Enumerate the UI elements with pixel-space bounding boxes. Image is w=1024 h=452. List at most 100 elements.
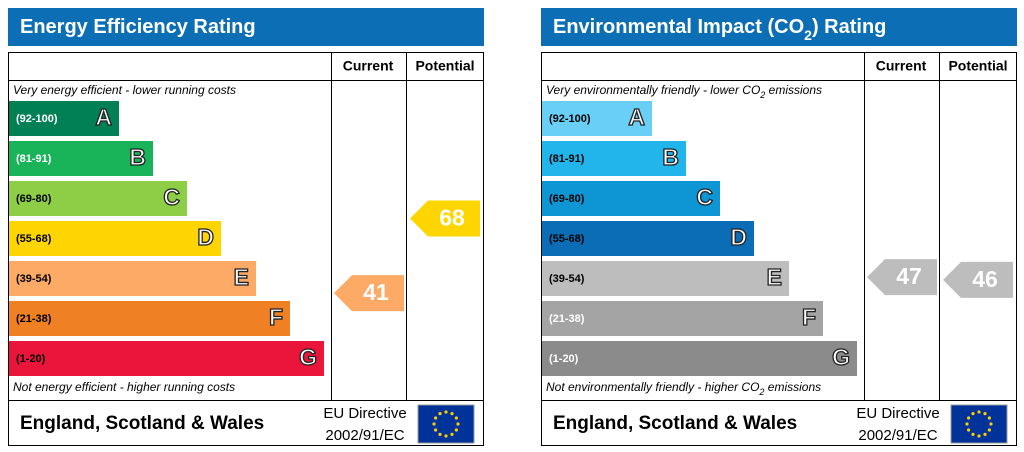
top-note-part: Very environmentally friendly - lower CO: [546, 83, 760, 97]
footer-directive: 2002/91/EC: [325, 427, 404, 444]
top-note-part: 2: [759, 90, 765, 100]
band-letter: D: [197, 224, 214, 250]
band-range: (21-38): [16, 313, 52, 325]
title-bar: [8, 8, 484, 46]
band-letter: D: [730, 224, 747, 250]
panel-title-part: Environmental Impact (CO: [553, 16, 804, 38]
footer-directive: EU Directive: [323, 405, 406, 422]
band-letter: F: [802, 304, 816, 330]
column-header: Current: [343, 58, 394, 74]
panel-title: Energy Efficiency Rating: [20, 16, 256, 38]
footer-region: England, Scotland & Wales: [553, 413, 797, 434]
band-bar: [9, 261, 256, 296]
band-bar: [9, 301, 290, 336]
band-letter: G: [299, 344, 317, 370]
band-range: (69-80): [549, 193, 585, 205]
footer-directive: 2002/91/EC: [858, 427, 937, 444]
bottom-note: Not energy efficient - higher running co…: [13, 380, 235, 394]
rating-value: 46: [972, 266, 998, 292]
band-range: (92-100): [16, 113, 58, 125]
top-note: Very energy efficient - lower running co…: [13, 83, 236, 97]
band-letter: C: [163, 184, 180, 210]
eu-star: [454, 416, 458, 420]
band-letter: B: [129, 144, 146, 170]
rating-arrow: [867, 259, 937, 296]
panel-title: Environmental Impact (CO2) Rating: [553, 16, 886, 42]
band-range: (92-100): [549, 113, 591, 125]
footer-directive: EU Directive: [856, 405, 939, 422]
footer-region: England, Scotland & Wales: [20, 413, 264, 434]
eu-star: [971, 412, 975, 416]
eu-star: [438, 412, 442, 416]
eu-star: [444, 410, 448, 414]
eu-star: [432, 422, 436, 426]
rating-arrow: [410, 200, 480, 237]
rating-panel: Environmental Impact (CO2) RatingCurrent…: [541, 8, 1017, 446]
band-bar: [9, 341, 324, 376]
bottom-note: Not environmentally friendly - higher CO…: [546, 380, 821, 397]
eu-star: [444, 434, 448, 438]
eu-star: [983, 412, 987, 416]
bottom-note-part: Not environmentally friendly - higher CO: [546, 380, 759, 394]
band-bar: [542, 341, 857, 376]
band-letter: E: [767, 264, 782, 290]
eu-star: [434, 428, 438, 432]
top-note-part: emissions: [765, 83, 822, 97]
band-bar: [542, 301, 823, 336]
column-header: Potential: [948, 58, 1007, 74]
band-letter: A: [95, 104, 112, 130]
band-bar: [542, 141, 686, 176]
eu-star: [454, 428, 458, 432]
eu-star: [965, 422, 969, 426]
column-header: Current: [876, 58, 927, 74]
eu-star: [438, 432, 442, 436]
band-range: (39-54): [549, 273, 585, 285]
band-range: (39-54): [16, 273, 52, 285]
rating-value: 68: [439, 205, 465, 231]
eu-star: [450, 412, 454, 416]
rating-arrow: [943, 261, 1013, 298]
bottom-note-part: emissions: [764, 380, 821, 394]
band-bar: [542, 101, 652, 136]
band-bar: [9, 221, 221, 256]
band-letter: E: [234, 264, 249, 290]
band-range: (21-38): [549, 313, 585, 325]
eu-star: [967, 416, 971, 420]
eu-star: [989, 422, 993, 426]
band-range: (1-20): [16, 353, 46, 365]
eu-star: [977, 410, 981, 414]
band-range: (55-68): [16, 233, 52, 245]
eu-star: [983, 432, 987, 436]
top-note: Very environmentally friendly - lower CO…: [546, 83, 822, 100]
eu-star: [987, 428, 991, 432]
band-letter: F: [269, 304, 283, 330]
band-bar: [9, 141, 153, 176]
rating-panel: Energy Efficiency Rating Current Potential…: [8, 8, 484, 446]
eu-star: [456, 422, 460, 426]
rating-value: 47: [896, 263, 922, 289]
band-bar: [542, 261, 789, 296]
band-range: (69-80): [16, 193, 52, 205]
panel-title-part: Energy Efficiency Rating: [20, 16, 256, 38]
top-note-part: Very energy efficient - lower running co…: [13, 83, 236, 97]
band-letter: G: [832, 344, 850, 370]
column-header: Potential: [415, 58, 474, 74]
panel-title-part: ) Rating: [812, 16, 886, 38]
panel-title-part: 2: [804, 27, 812, 43]
title-bar: [541, 8, 1017, 46]
band-letter: B: [662, 144, 679, 170]
band-letter: A: [628, 104, 645, 130]
band-range: (81-91): [549, 153, 585, 165]
eu-star: [434, 416, 438, 420]
band-bar: [9, 181, 187, 216]
band-range: (81-91): [16, 153, 52, 165]
rating-arrow: [334, 275, 404, 312]
band-bar: [542, 181, 720, 216]
eu-star: [971, 432, 975, 436]
eu-star: [977, 434, 981, 438]
band-range: (1-20): [549, 353, 579, 365]
band-bar: [542, 221, 754, 256]
rating-value: 41: [363, 279, 389, 305]
